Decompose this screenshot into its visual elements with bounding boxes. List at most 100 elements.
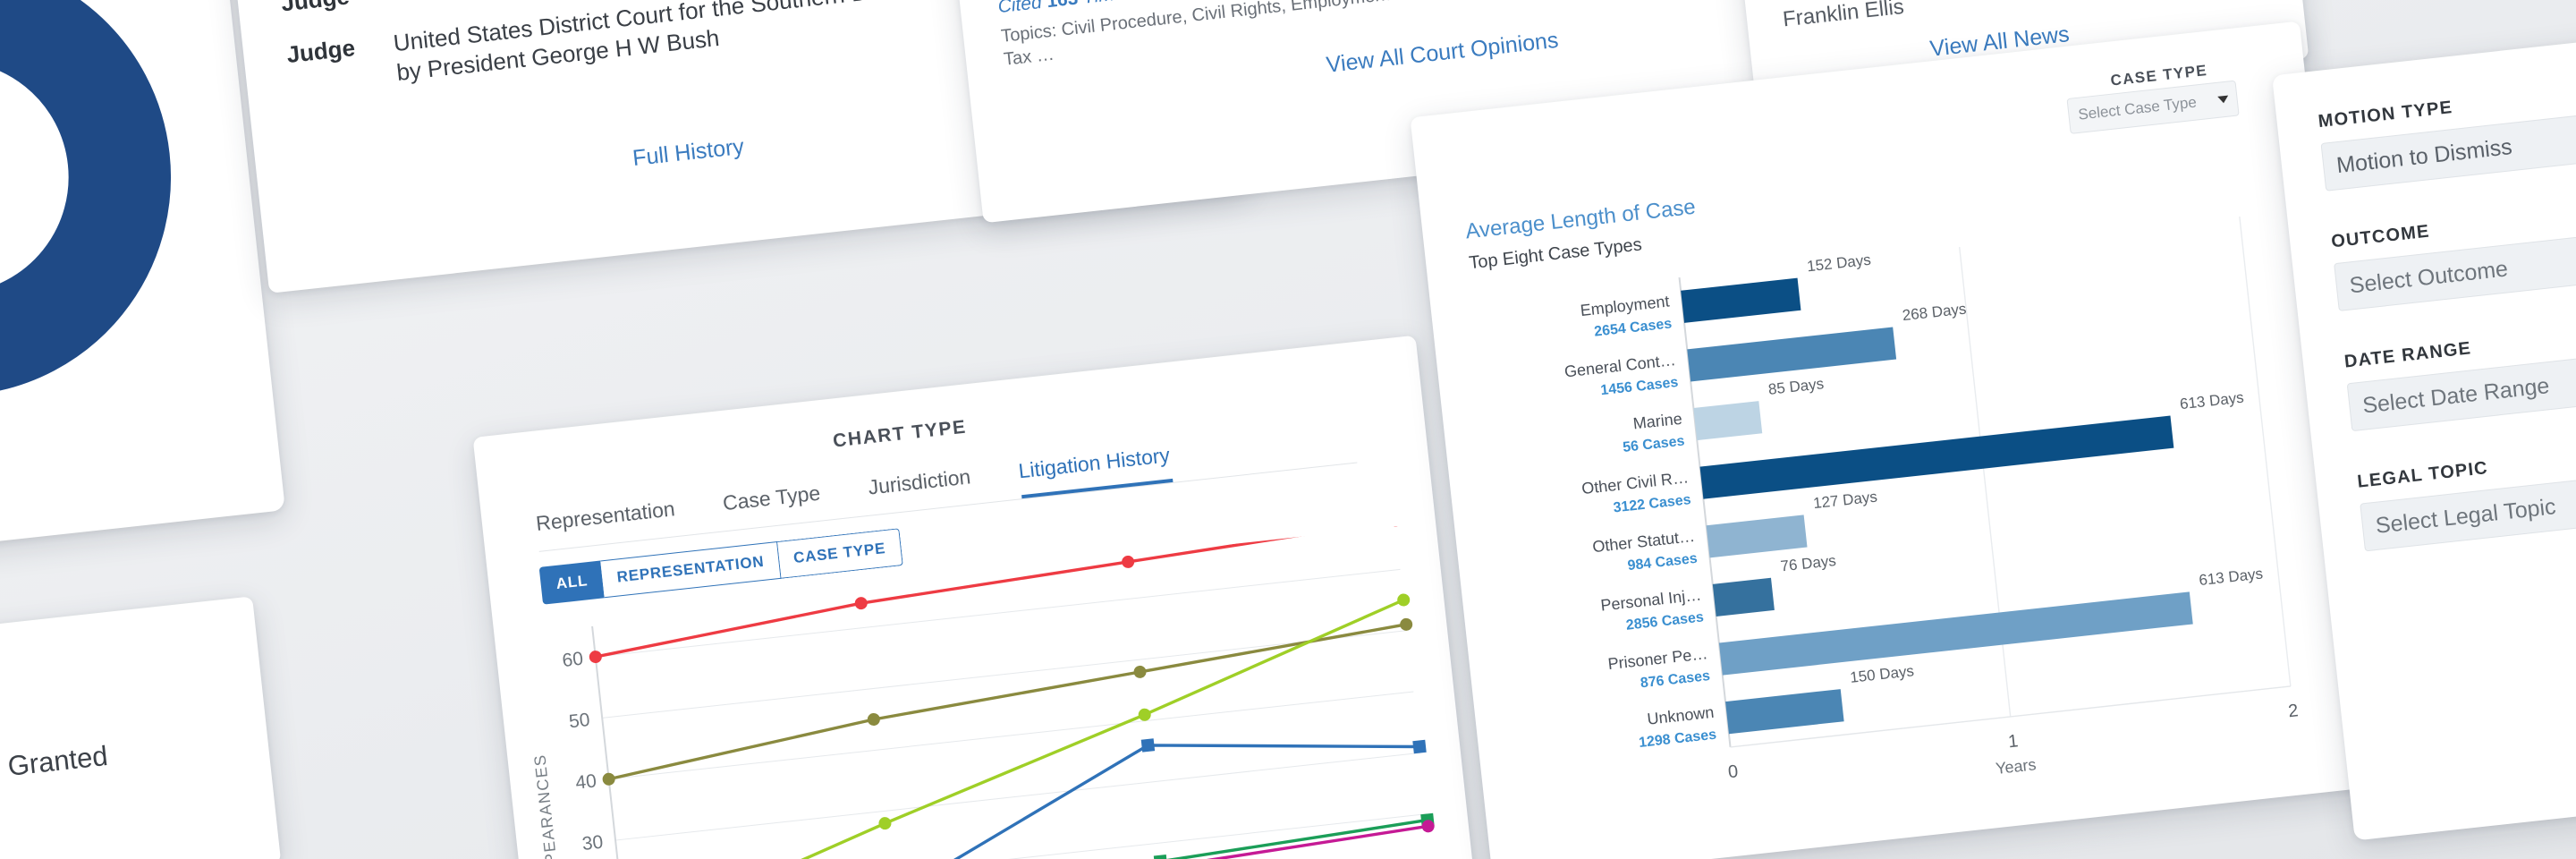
data-point	[1397, 593, 1411, 607]
gridline	[595, 568, 1401, 658]
data-point	[867, 712, 880, 726]
data-point	[1133, 665, 1147, 678]
gridline	[615, 752, 1420, 841]
case-type-select-value: Select Case Type	[2077, 93, 2198, 123]
data-point	[602, 772, 615, 786]
bar-category-label: Prisoner Pe…	[1607, 644, 1709, 673]
bar-value-label: 76 Days	[1780, 552, 1837, 575]
data-point	[878, 817, 892, 830]
y-tick-label: 40	[574, 770, 597, 793]
bar-value-label: 268 Days	[1902, 301, 1967, 325]
granted-legend-card: 12% Granted	[0, 596, 282, 859]
line-chart-svg: 2030405060AUG 2015AUG 2016	[561, 514, 1435, 859]
judge-label: Judge	[284, 34, 357, 69]
motion-outcome-donut-card	[0, 0, 285, 578]
bar-gridline	[2239, 216, 2292, 686]
chart-type-tabs: Representation Case Type Jurisdiction Li…	[534, 422, 1358, 552]
bar-value-label: 150 Days	[1849, 662, 1914, 686]
bar-cases-count: 1456 Cases	[1600, 375, 1680, 398]
bar-category-label: Employment	[1580, 292, 1671, 319]
filter-group-date-range: DATE RANGE Select Date Range	[2343, 311, 2576, 432]
data-point	[589, 651, 602, 664]
line-chart-plot[interactable]: APPEARANCES 2030405060AUG 2015AUG 2016	[529, 514, 1459, 859]
gridline	[602, 630, 1407, 719]
line-series-series-green	[628, 818, 1428, 859]
bar-3[interactable]	[1699, 415, 2174, 499]
case-type-select[interactable]: Select Case Type	[2066, 80, 2240, 134]
chief-judge-label: Chief Judge	[276, 0, 389, 17]
bar-value-label: 613 Days	[2198, 565, 2263, 589]
y-tick-label: 30	[581, 832, 605, 855]
bar-category-label: Unknown	[1647, 703, 1716, 728]
data-point	[1122, 555, 1135, 568]
filter-value-motion-type: Motion to Dismiss	[2334, 133, 2513, 178]
tab-representation[interactable]: Representation	[534, 497, 676, 535]
bar-4[interactable]	[1706, 515, 1808, 558]
bar-cases-count: 56 Cases	[1622, 434, 1685, 455]
bar-category-label: Marine	[1632, 410, 1683, 433]
cited-suffix: Times	[1082, 0, 1135, 8]
x-tick-label: 1	[2007, 731, 2019, 752]
chevron-down-icon	[2217, 95, 2230, 104]
filter-value-legal-topic: Select Legal Topic	[2374, 493, 2557, 539]
bar-chart-plot[interactable]: 0 1 2 Years 152 Days Employment 2654 Cases 268 …	[1455, 193, 2353, 854]
chart-type-label: CHART TYPE	[832, 416, 968, 452]
bar-7[interactable]	[1725, 689, 1844, 735]
donut-slice-denied[interactable]	[0, 0, 172, 396]
bar-value-label: 613 Days	[2179, 389, 2244, 413]
seg-all[interactable]: ALL	[538, 560, 606, 605]
y-tick-label: 60	[561, 649, 584, 671]
seg-representation[interactable]: REPRESENTATION	[600, 541, 782, 599]
data-point	[1421, 820, 1435, 833]
line-series-series-blue	[627, 744, 1420, 859]
gridline	[622, 813, 1428, 859]
bar-value-label: 85 Days	[1767, 375, 1825, 398]
bar-baseline	[1730, 685, 2291, 748]
data-point	[1138, 708, 1151, 721]
bar-cases-count: 876 Cases	[1640, 668, 1711, 691]
tab-litigation-history[interactable]: Litigation History	[1017, 443, 1174, 499]
filters-list: MOTION TYPE Motion to Dismiss OUTCOME Se…	[2318, 72, 2576, 592]
bar-6[interactable]	[1718, 591, 2193, 676]
data-point	[1153, 855, 1168, 859]
bar-category-label: Personal Inj…	[1599, 586, 1702, 615]
bar-0[interactable]	[1681, 277, 1801, 323]
tab-case-type[interactable]: Case Type	[721, 481, 822, 515]
y-axis	[591, 625, 631, 859]
bar-cases-count: 2856 Cases	[1625, 609, 1705, 633]
granted-legend-row: 12% Granted	[0, 740, 109, 791]
tab-jurisdiction[interactable]: Jurisdiction	[867, 464, 972, 499]
line-series-series-lime	[625, 598, 1404, 859]
litigation-history-card: CHART TYPE Representation Case Type Juri…	[472, 335, 1478, 859]
y-tick-label: 50	[568, 710, 591, 732]
x-tick-label: 0	[1727, 761, 1739, 782]
filter-group-motion-type: MOTION TYPE Motion to Dismiss	[2318, 72, 2576, 191]
view-all-court-opinions-link[interactable]: View All Court Opinions	[1325, 27, 1560, 78]
bar-value-label: 152 Days	[1806, 251, 1871, 276]
seg-case-type[interactable]: CASE TYPE	[776, 528, 903, 579]
gridline	[608, 691, 1414, 780]
data-point	[1140, 738, 1156, 753]
data-point	[1388, 514, 1402, 527]
full-history-link[interactable]: Full History	[631, 133, 746, 172]
bar-1[interactable]	[1687, 327, 1897, 382]
bar-category-label: Other Statut…	[1591, 527, 1696, 556]
bar-chart-title: Average Length of Case	[1464, 194, 1697, 244]
cited-prefix: Cited	[996, 0, 1043, 18]
bar-5[interactable]	[1712, 577, 1775, 617]
donut-chart[interactable]	[0, 0, 208, 434]
granted-label: Granted	[6, 739, 110, 782]
data-point	[1412, 739, 1427, 754]
bar-value-label: 127 Days	[1812, 488, 1877, 512]
line-series-series-red	[595, 519, 1395, 659]
filter-group-outcome: OUTCOME Select Outcome	[2330, 191, 2576, 311]
filter-group-legal-topic: LEGAL TOPIC Select Legal Topic	[2356, 432, 2576, 552]
data-point	[1400, 617, 1413, 631]
cited-number: 163	[1046, 0, 1080, 13]
bar-2[interactable]	[1693, 401, 1763, 441]
bar-cases-count: 3122 Cases	[1613, 492, 1692, 515]
bar-cases-count: 1298 Cases	[1638, 727, 1717, 751]
line-series-series-olive	[608, 623, 1407, 781]
